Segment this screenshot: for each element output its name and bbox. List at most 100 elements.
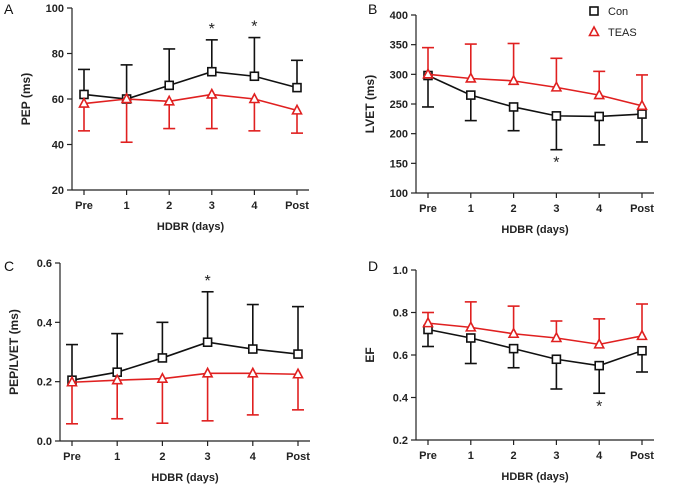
panel-d-con-point (465, 333, 476, 343)
panel-a-significance-marker: * (209, 21, 215, 38)
panel-a-series-teas (78, 87, 303, 144)
panel-b-con-point (508, 102, 519, 112)
panel-d-con-point (508, 343, 519, 354)
panel-c-teas-point (246, 366, 259, 378)
panel-a-x-tick-label: 2 (166, 200, 172, 212)
panel-a-series-con (78, 36, 303, 104)
panel-d-con-line (427, 328, 643, 367)
panel-a-teas-point (78, 96, 90, 108)
panel-c-con-point (248, 344, 258, 354)
panel-a-significance-marker: * (251, 19, 257, 36)
panel-b-con-point (465, 90, 476, 100)
panel-c-con-point (293, 349, 303, 359)
panel-b-legend-label: TEAS (608, 27, 637, 39)
panel-d-teas-line (427, 322, 643, 346)
panel-a-y-axis-label: PEP (ms) (19, 73, 33, 125)
panel-c-series-con (66, 290, 304, 385)
panel-c-con-line (71, 341, 299, 381)
panel-d-y-tick-label: 1.0 (393, 265, 408, 277)
panel-a-teas-point (163, 94, 176, 106)
panel-a-x-tick-label: 1 (124, 200, 130, 212)
panel-b-y-axis-label: LVET (ms) (363, 75, 377, 133)
panel-b-legend-teas-marker (588, 25, 600, 37)
panel-d-teas-point (464, 320, 477, 332)
panel-a-teas-line (83, 93, 298, 112)
panel-c-x-tick-label: 2 (159, 451, 165, 463)
panel-c-significance-marker: * (204, 273, 210, 290)
panel-c-series-teas (66, 366, 304, 425)
panel-d-x-tick-label: 2 (511, 450, 517, 462)
panel-a-con-line (83, 70, 298, 100)
panel-d-con-point (551, 354, 562, 365)
panel-b-legend-label: Con (608, 6, 628, 18)
panel-a-teas-point (120, 92, 133, 104)
panel-b-legend-con-marker (589, 6, 599, 16)
panel-c-y-tick-label: 0.4 (37, 317, 53, 329)
panel-b: B 100 150 200 250 300 350 400 Pre 1 2 3 4 Post HDBR (d… (363, 1, 654, 236)
panel-c-teas-point (66, 375, 78, 387)
panel-a-y-tick-label: 80 (52, 49, 64, 61)
panel-c-teas-point (201, 366, 214, 378)
panel-b-con-line (427, 74, 643, 118)
panel-c-y-axis-label: PEP/LVET (ms) (7, 309, 21, 395)
panel-d-teas-point (550, 331, 563, 343)
panel-a-x-tick-label: Pre (75, 200, 93, 212)
panel-b-teas-line (427, 73, 643, 107)
panel-c-x-tick-label: Pre (63, 451, 81, 463)
panel-d-con-point (637, 345, 647, 356)
panel-d-x-tick-label: 1 (468, 450, 474, 462)
panel-d-y-axis-label: EF (363, 347, 377, 362)
panel-b-x-tick-label: 3 (553, 203, 559, 215)
panel-d-x-tick-label: Post (630, 450, 654, 462)
panel-d-series-teas (422, 301, 648, 349)
panel-b-y-tick-label: 350 (390, 40, 408, 52)
panel-b-teas-point (550, 80, 563, 92)
panel-c-letter: C (4, 258, 14, 274)
panel-d-y-tick-label: 0.2 (393, 435, 408, 447)
panel-b-con-point (594, 111, 605, 122)
panel-a-con-point (292, 82, 302, 93)
panel-b-con-point (551, 111, 562, 121)
panel-b-y-tick-label: 100 (390, 188, 408, 200)
panel-a-letter: A (4, 1, 14, 17)
panel-a-teas-point (205, 87, 218, 99)
panel-b-letter: B (368, 1, 377, 17)
panel-b-x-axis-label: HDBR (days) (501, 224, 569, 236)
panel-b-teas-point (422, 67, 434, 79)
panel-c-x-axis-label: HDBR (days) (151, 472, 219, 484)
panel-b-y-tick-label: 300 (390, 69, 408, 81)
panel-b-x-tick-label: 4 (596, 203, 603, 215)
panel-c-con-point (157, 353, 168, 363)
panel-b-x-tick-label: 2 (511, 203, 517, 215)
panel-b-significance-marker: * (553, 155, 559, 172)
panel-a-con-point (249, 71, 260, 82)
panel-a-x-axis-label: HDBR (days) (157, 221, 225, 233)
panel-a-y-tick-label: 20 (52, 185, 64, 197)
panel-b-x-tick-label: 1 (468, 203, 474, 215)
panel-a-y-tick-label: 40 (52, 140, 64, 152)
panel-d-teas-point (507, 327, 520, 339)
panel-a-y-tick-label: 100 (46, 3, 64, 15)
panel-d-x-tick-label: 3 (553, 450, 559, 462)
panel-b-y-tick-label: 400 (390, 10, 408, 22)
panel-c-teas-point (156, 371, 169, 384)
panel-b-y-tick-label: 250 (390, 99, 408, 111)
panel-a-y-tick-label: 60 (52, 94, 64, 106)
panel-d-y-tick-label: 0.8 (393, 308, 408, 320)
panel-b-y-tick-label: 200 (390, 129, 408, 141)
panel-c-teas-point (292, 367, 304, 379)
panel-d: D 0.2 0.4 0.6 0.8 1.0 Pre 1 2 3 4 Post HDBR (days) EF… (363, 258, 654, 483)
panel-b-teas-point (464, 71, 477, 83)
panel-b-series-teas (422, 42, 648, 111)
panel-d-x-tick-label: 4 (596, 450, 603, 462)
panel-c-teas-line (71, 372, 299, 384)
panel-d-y-tick-label: 0.4 (393, 393, 409, 405)
panel-c-y-tick-label: 0.6 (37, 258, 52, 270)
panel-a-con-point (164, 80, 174, 91)
panel-a-teas-point (291, 103, 303, 115)
panel-d-significance-marker: * (596, 398, 602, 415)
panel-c-x-tick-label: Post (286, 451, 310, 463)
panel-a-teas-point (248, 92, 261, 104)
panel-a-x-tick-label: 4 (251, 200, 258, 212)
panel-c-x-tick-label: 3 (205, 451, 211, 463)
